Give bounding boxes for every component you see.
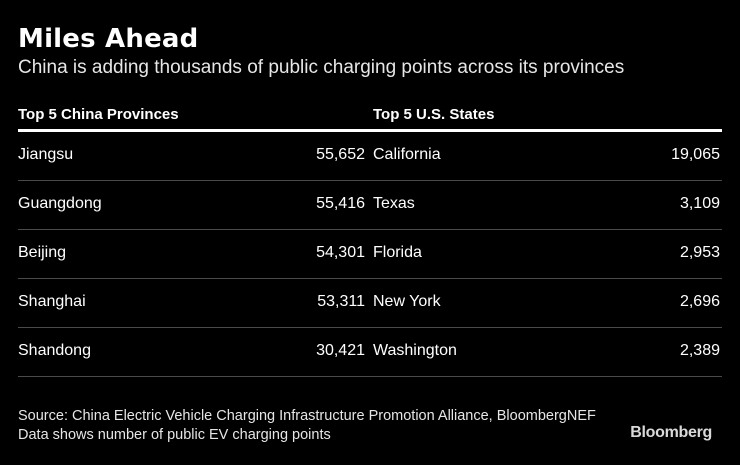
- data-table: Top 5 China Provinces Top 5 U.S. States …: [18, 98, 722, 377]
- state-value: 3,109: [679, 195, 720, 212]
- chart-subtitle: China is adding thousands of public char…: [18, 57, 625, 78]
- table-row: Beijing 54,301 Florida 2,953: [18, 230, 722, 279]
- data-note-line: Data shows number of public EV charging …: [18, 427, 331, 443]
- state-value: 2,696: [679, 293, 720, 310]
- province-value: 55,416: [316, 195, 365, 212]
- province-value: 30,421: [316, 342, 365, 359]
- state-name: Florida: [373, 244, 422, 261]
- table-header: Top 5 China Provinces Top 5 U.S. States: [18, 98, 722, 132]
- state-name: Texas: [373, 195, 415, 212]
- table-row: Shanghai 53,311 New York 2,696: [18, 279, 722, 328]
- province-name: Guangdong: [18, 195, 102, 212]
- state-value: 19,065: [671, 146, 720, 163]
- bloomberg-logo: Bloomberg: [630, 424, 712, 441]
- chart-title: Miles Ahead: [18, 24, 199, 54]
- header-us-states: Top 5 U.S. States: [373, 106, 495, 123]
- state-value: 2,389: [679, 342, 720, 359]
- province-name: Shandong: [18, 342, 91, 359]
- province-name: Shanghai: [18, 293, 86, 310]
- province-value: 55,652: [316, 146, 365, 163]
- state-name: New York: [373, 293, 441, 310]
- province-name: Beijing: [18, 244, 67, 261]
- province-name: Jiangsu: [18, 146, 74, 163]
- province-value: 54,301: [316, 244, 365, 261]
- source-line: Source: China Electric Vehicle Charging …: [18, 408, 596, 424]
- table-row: Guangdong 55,416 Texas 3,109: [18, 181, 722, 230]
- state-name: California: [373, 146, 441, 163]
- source-note: Source: China Electric Vehicle Charging …: [18, 407, 596, 445]
- table-row: Jiangsu 55,652 California 19,065: [18, 132, 722, 181]
- header-china-provinces: Top 5 China Provinces: [18, 106, 179, 123]
- table-row: Shandong 30,421 Washington 2,389: [18, 328, 722, 377]
- state-value: 2,953: [679, 244, 720, 261]
- state-name: Washington: [373, 342, 457, 359]
- province-value: 53,311: [317, 293, 365, 310]
